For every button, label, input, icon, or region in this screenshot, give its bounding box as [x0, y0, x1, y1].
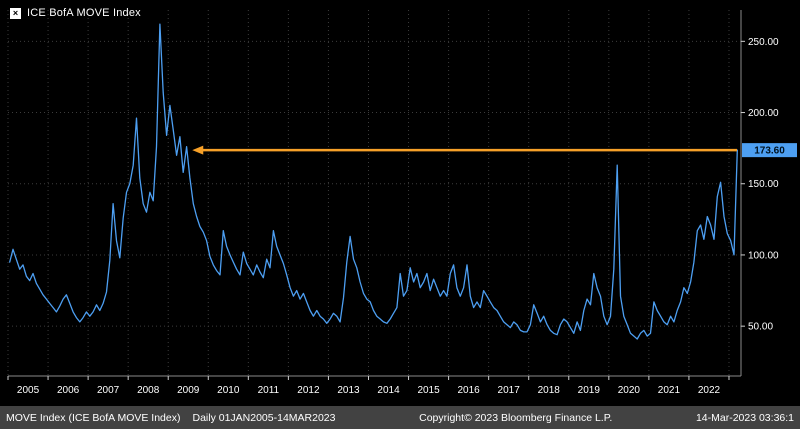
x-axis-year-label: 2017 [498, 385, 521, 396]
annotation-arrow [192, 145, 737, 155]
x-axis-year-label: 2010 [217, 385, 240, 396]
x-axis-year-label: 2020 [618, 385, 641, 396]
x-axis-year-label: 2018 [538, 385, 561, 396]
y-axis-tick-label: 250.00 [748, 37, 779, 48]
footer-timestamp: 14-Mar-2023 03:36:1 [695, 411, 795, 424]
x-axis-year-label: 2007 [97, 385, 120, 396]
y-axis-tick-label: 200.00 [748, 108, 779, 119]
x-axis-year-label: 2015 [417, 385, 440, 396]
x-axis-year-label: 2006 [57, 385, 80, 396]
x-axis-year-label: 2008 [137, 385, 160, 396]
status-bar: MOVE Index (ICE BofA MOVE Index) Daily 0… [0, 406, 800, 429]
x-axis-year-label: 2012 [297, 385, 320, 396]
x-axis-year-label: 2013 [337, 385, 360, 396]
footer-copyright: Copyright© 2023 Bloomberg Finance L.P. [419, 411, 613, 424]
x-axis-year-label: 2014 [377, 385, 400, 396]
last-price-badge: 173.60 [742, 143, 797, 158]
x-axis-year-label: 2021 [658, 385, 681, 396]
y-axis-tick-label: 50.00 [748, 322, 773, 333]
x-axis-year-label: 2019 [578, 385, 601, 396]
x-axis-year-label: 2011 [258, 385, 280, 396]
y-axis-tick-label: 150.00 [748, 179, 779, 190]
x-axis-year-label: 2022 [698, 385, 721, 396]
chart-legend[interactable]: × ICE BofA MOVE Index [10, 7, 141, 19]
footer-series-description: MOVE Index (ICE BofA MOVE Index) [6, 411, 181, 424]
x-square-icon: × [10, 7, 21, 19]
y-axis-tick-label: 100.00 [748, 250, 779, 261]
move-index-line [9, 23, 738, 340]
x-axis-year-label: 2016 [458, 385, 481, 396]
x-axis-year-label: 2005 [17, 385, 40, 396]
gridlines [7, 10, 741, 376]
footer-range: Daily 01JAN2005-14MAR2023 [192, 411, 336, 424]
legend-label: ICE BofA MOVE Index [27, 7, 141, 19]
last-price-label: 173.60 [754, 146, 785, 157]
move-index-line-chart: 50.00 100.00 150.00 200.00 250.00 2005 2006 200… [7, 10, 797, 396]
axes: 50.00 100.00 150.00 200.00 250.00 2005 2006 200… [7, 10, 779, 396]
x-axis-year-label: 2009 [177, 385, 200, 396]
